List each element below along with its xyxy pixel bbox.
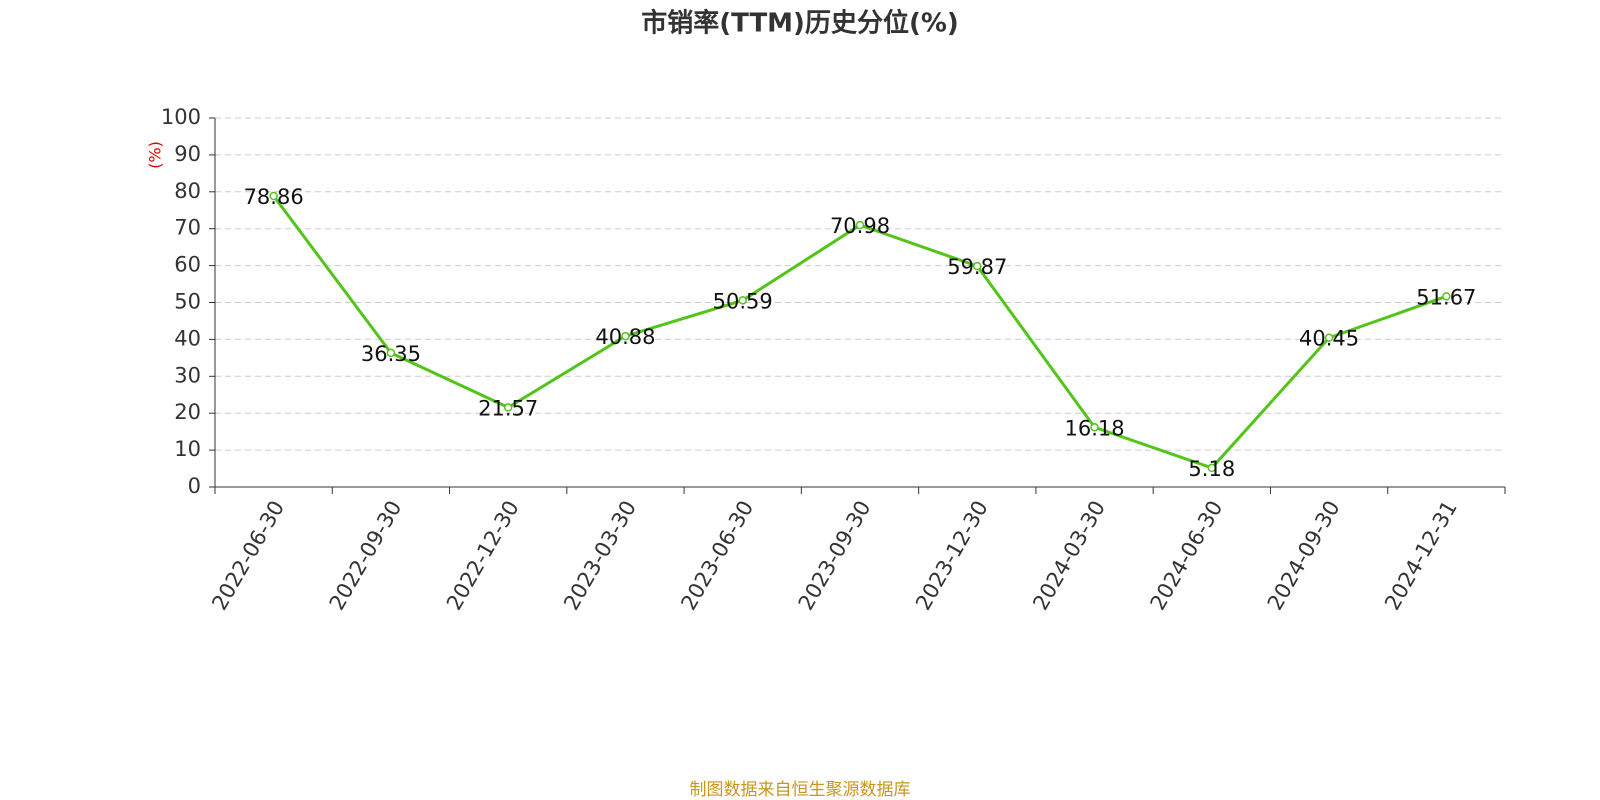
y-tick-label: 70	[174, 216, 201, 240]
x-tick-label: 2024-12-31	[1380, 497, 1462, 615]
data-label: 51.67	[1416, 285, 1476, 309]
point	[738, 296, 747, 305]
x-tick-label: 2023-09-30	[794, 497, 876, 615]
data-label: 59.87	[947, 255, 1007, 279]
x-tick-label: 2023-06-30	[676, 497, 758, 615]
y-tick-label: 20	[174, 400, 201, 424]
point	[269, 191, 278, 201]
x-tick-label: 2024-09-30	[1263, 497, 1345, 615]
data-label: 36.35	[361, 342, 421, 366]
data-label: 40.45	[1299, 327, 1359, 351]
point	[1090, 423, 1099, 432]
data-label: 50.59	[713, 289, 773, 313]
x-tick-label: 2022-12-30	[442, 497, 524, 615]
y-tick-label: 40	[174, 326, 201, 350]
point	[621, 331, 630, 341]
point	[1207, 463, 1217, 473]
chart-title: 市销率(TTM)历史分位(%)	[641, 8, 959, 39]
point	[855, 220, 865, 230]
data-label: 40.88	[595, 325, 655, 349]
data-label: 78.86	[244, 185, 304, 209]
x-tick-label: 2022-06-30	[207, 497, 289, 615]
y-tick-label: 90	[174, 142, 201, 166]
source-note: 制图数据来自恒生聚源数据库	[690, 780, 911, 800]
data-label: 16.18	[1064, 416, 1124, 440]
x-tick-label: 2023-12-30	[911, 497, 993, 615]
x-tick-label: 2024-06-30	[1146, 497, 1228, 615]
point	[503, 403, 513, 412]
y-tick-label: 30	[174, 363, 201, 387]
y-tick-label: 100	[161, 105, 201, 129]
data-label: 70.98	[830, 214, 890, 238]
point	[386, 348, 396, 358]
point	[1324, 333, 1334, 342]
data-label: 5.18	[1188, 457, 1235, 481]
x-tick-label: 2023-03-30	[559, 497, 641, 615]
x-tick-label: 2022-09-30	[325, 497, 407, 615]
y-tick-label: 10	[174, 437, 201, 461]
y-tick-label: 0	[188, 474, 201, 498]
data-label: 21.57	[478, 396, 538, 420]
y-tick-label: 50	[174, 290, 201, 314]
y-tick-label: 60	[174, 253, 201, 277]
point	[973, 261, 982, 271]
point	[1442, 292, 1451, 301]
y-tick-label: 80	[174, 179, 201, 203]
y-axis-label: (%)	[146, 141, 165, 169]
x-tick-label: 2024-03-30	[1028, 497, 1110, 615]
